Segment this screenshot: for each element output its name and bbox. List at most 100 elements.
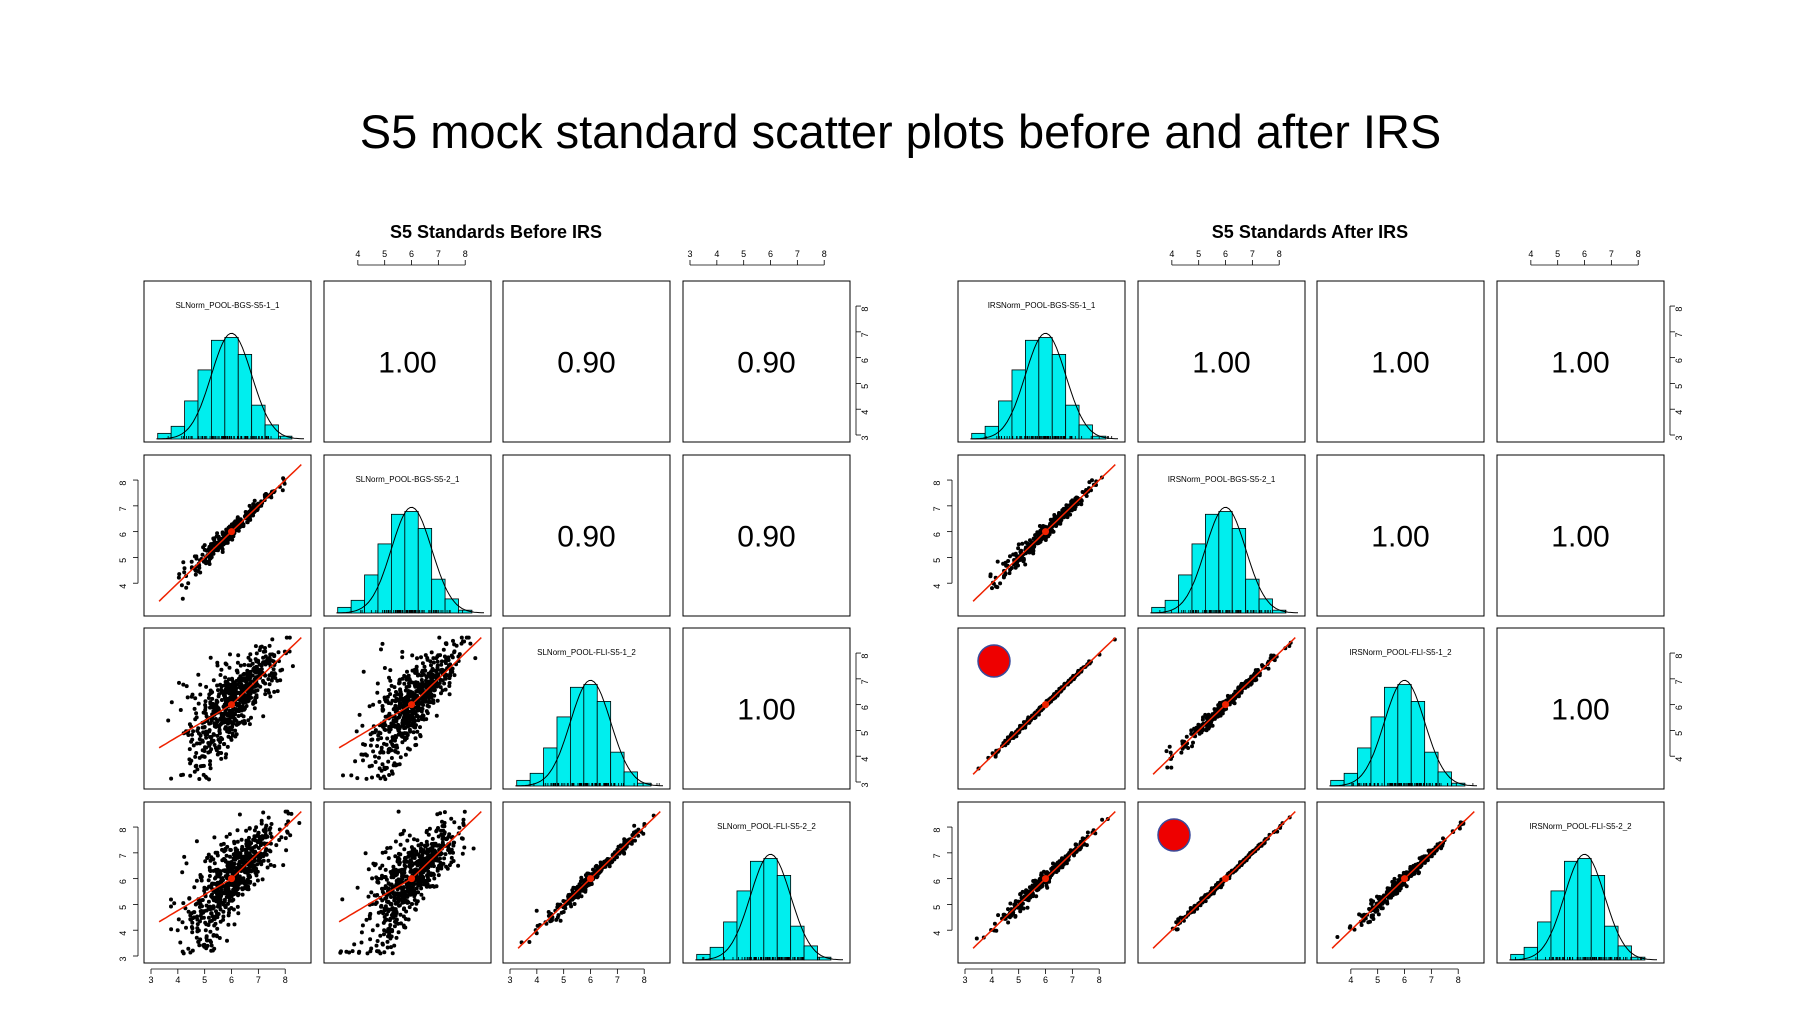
data-point (416, 852, 421, 857)
data-point (297, 821, 302, 825)
data-point (368, 743, 373, 748)
panel-r3-c1 (957, 627, 1126, 790)
data-point (385, 945, 390, 950)
data-point (1180, 739, 1185, 744)
variable-label: SLNorm_POOL-FLI-S5-1_2 (537, 648, 636, 657)
data-point (203, 711, 208, 716)
tick-label: 8 (283, 975, 288, 985)
panel-frame (1137, 280, 1306, 443)
data-point (392, 895, 397, 900)
data-point (217, 536, 221, 541)
panel-r1-c1: IRSNorm_POOL-BGS-S5-1_1 (957, 280, 1126, 443)
data-point (384, 742, 389, 747)
data-point (190, 737, 195, 742)
data-point (263, 646, 267, 650)
data-point (184, 861, 189, 866)
data-point (379, 909, 384, 914)
data-point (236, 653, 241, 658)
tick-label: 3 (687, 249, 692, 259)
data-point (1200, 717, 1205, 722)
data-point (459, 635, 464, 640)
data-point (407, 860, 412, 864)
data-point (424, 709, 429, 714)
data-point (215, 850, 220, 855)
data-point (426, 856, 431, 861)
data-point (402, 863, 407, 868)
data-point (200, 764, 205, 768)
data-point (1233, 689, 1238, 694)
data-point (227, 832, 232, 837)
data-point (403, 695, 408, 700)
data-point (169, 904, 173, 909)
density-curve (336, 506, 484, 614)
data-point (254, 825, 259, 830)
data-point (419, 892, 424, 897)
data-point (208, 705, 212, 710)
data-point (231, 907, 236, 912)
data-point (359, 940, 364, 945)
data-point (1043, 538, 1048, 542)
data-point (217, 936, 222, 940)
data-point (272, 864, 277, 868)
data-point (227, 910, 231, 915)
data-point (267, 682, 272, 687)
data-point (418, 734, 423, 739)
data-point (438, 811, 443, 816)
data-point (404, 894, 409, 899)
data-point (206, 750, 211, 755)
data-point (285, 829, 290, 834)
data-point (221, 917, 226, 922)
data-point (398, 690, 403, 695)
data-point (185, 695, 190, 700)
data-point (380, 704, 385, 708)
panel-r1-c3: 1.00 (1316, 280, 1485, 443)
density-curve (695, 853, 843, 961)
data-point (252, 858, 257, 863)
data-point (189, 911, 194, 916)
data-point (211, 738, 216, 743)
data-point (421, 896, 426, 901)
data-point (382, 950, 387, 955)
data-point (431, 872, 436, 877)
data-point (180, 949, 185, 954)
data-point (452, 840, 457, 845)
variable-label: SLNorm_POOL-FLI-S5-2_2 (717, 822, 816, 831)
data-point (224, 853, 229, 858)
data-point (225, 868, 230, 873)
data-point (1075, 502, 1080, 507)
data-point (355, 885, 360, 890)
data-point (271, 667, 276, 672)
data-point (403, 752, 408, 757)
data-point (261, 810, 266, 815)
data-point (418, 876, 423, 881)
data-point (375, 690, 380, 695)
data-point (435, 843, 440, 848)
data-point (228, 848, 233, 852)
tick-label: 7 (860, 679, 870, 684)
tick-label: 7 (118, 506, 128, 511)
data-point (447, 684, 452, 688)
data-point (384, 877, 389, 882)
data-point (400, 655, 405, 660)
data-point (258, 851, 263, 856)
data-point (258, 855, 263, 860)
data-point (222, 711, 227, 716)
data-point (216, 874, 221, 879)
data-point (427, 826, 432, 831)
data-point (452, 673, 457, 678)
data-point (382, 875, 387, 880)
data-point (376, 949, 381, 954)
centroid-point (1042, 528, 1050, 536)
data-point (223, 661, 228, 666)
data-point (429, 678, 434, 683)
data-point (400, 831, 405, 836)
data-point (442, 654, 447, 659)
data-point (230, 724, 235, 729)
data-point (237, 812, 242, 817)
panel-r1-c1: SLNorm_POOL-BGS-S5-1_1 (143, 280, 312, 443)
data-point (361, 752, 366, 757)
data-point (400, 876, 405, 881)
data-point (244, 680, 249, 685)
data-point (412, 667, 417, 672)
data-point (213, 876, 217, 881)
